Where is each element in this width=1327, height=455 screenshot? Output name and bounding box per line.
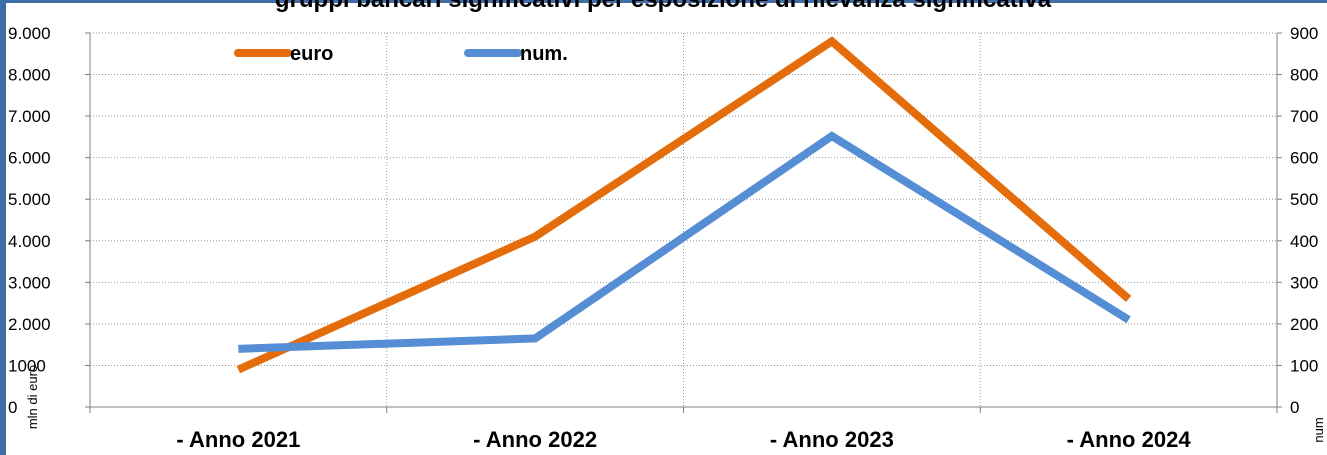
data-point [531, 334, 539, 342]
legend-label: euro [290, 43, 333, 65]
y-left-tick-label: 6.000 [8, 149, 51, 168]
x-category-label: - Anno 2024 [1067, 427, 1192, 452]
data-point [828, 132, 836, 140]
y-left-axis-title: mln di euro [25, 365, 40, 429]
y-left-tick-label: 1000 [8, 356, 46, 375]
series-lines [234, 36, 1133, 374]
y-left-tick-label: 3.000 [8, 273, 51, 292]
legend-label: num. [520, 43, 568, 65]
y-left-tick-label: 7.000 [8, 107, 51, 126]
y-right-tick-label: 100 [1290, 356, 1318, 375]
tick-labels: 010002.0003.0004.0005.0006.0007.0008.000… [8, 24, 1326, 452]
y-left-tick-label: 9.000 [8, 24, 51, 43]
chart-title: gruppi bancari significativi per esposiz… [275, 0, 1052, 13]
y-right-tick-label: 900 [1290, 24, 1318, 43]
gridlines [90, 32, 1277, 407]
y-right-tick-label: 700 [1290, 107, 1318, 126]
data-point [234, 345, 242, 353]
x-category-label: - Anno 2022 [473, 427, 597, 452]
axes [85, 32, 1282, 413]
y-right-tick-label: 400 [1290, 232, 1318, 251]
x-category-label: - Anno 2023 [770, 427, 894, 452]
x-category-label: - Anno 2021 [176, 427, 300, 452]
y-left-tick-label: 4.000 [8, 232, 51, 251]
y-right-tick-label: 800 [1290, 66, 1318, 85]
y-right-tick-label: 200 [1290, 315, 1318, 334]
legend: euro num. [234, 43, 568, 65]
y-right-tick-label: 600 [1290, 149, 1318, 168]
y-right-tick-label: 500 [1290, 190, 1318, 209]
series-line-euro [236, 36, 1132, 374]
y-left-tick-label: 8.000 [8, 66, 51, 85]
data-point [531, 233, 539, 241]
y-right-tick-label: 300 [1290, 273, 1318, 292]
data-point [828, 37, 836, 45]
series-line-num [238, 131, 1131, 353]
y-right-axis-title: num [1311, 417, 1326, 442]
y-left-tick-label: 0 [8, 398, 17, 417]
data-point [234, 366, 242, 374]
data-point [1125, 295, 1133, 303]
y-left-tick-label: 2.000 [8, 315, 51, 334]
data-point [1125, 316, 1133, 324]
y-left-tick-label: 5.000 [8, 190, 51, 209]
y-right-tick-label: 0 [1290, 398, 1299, 417]
